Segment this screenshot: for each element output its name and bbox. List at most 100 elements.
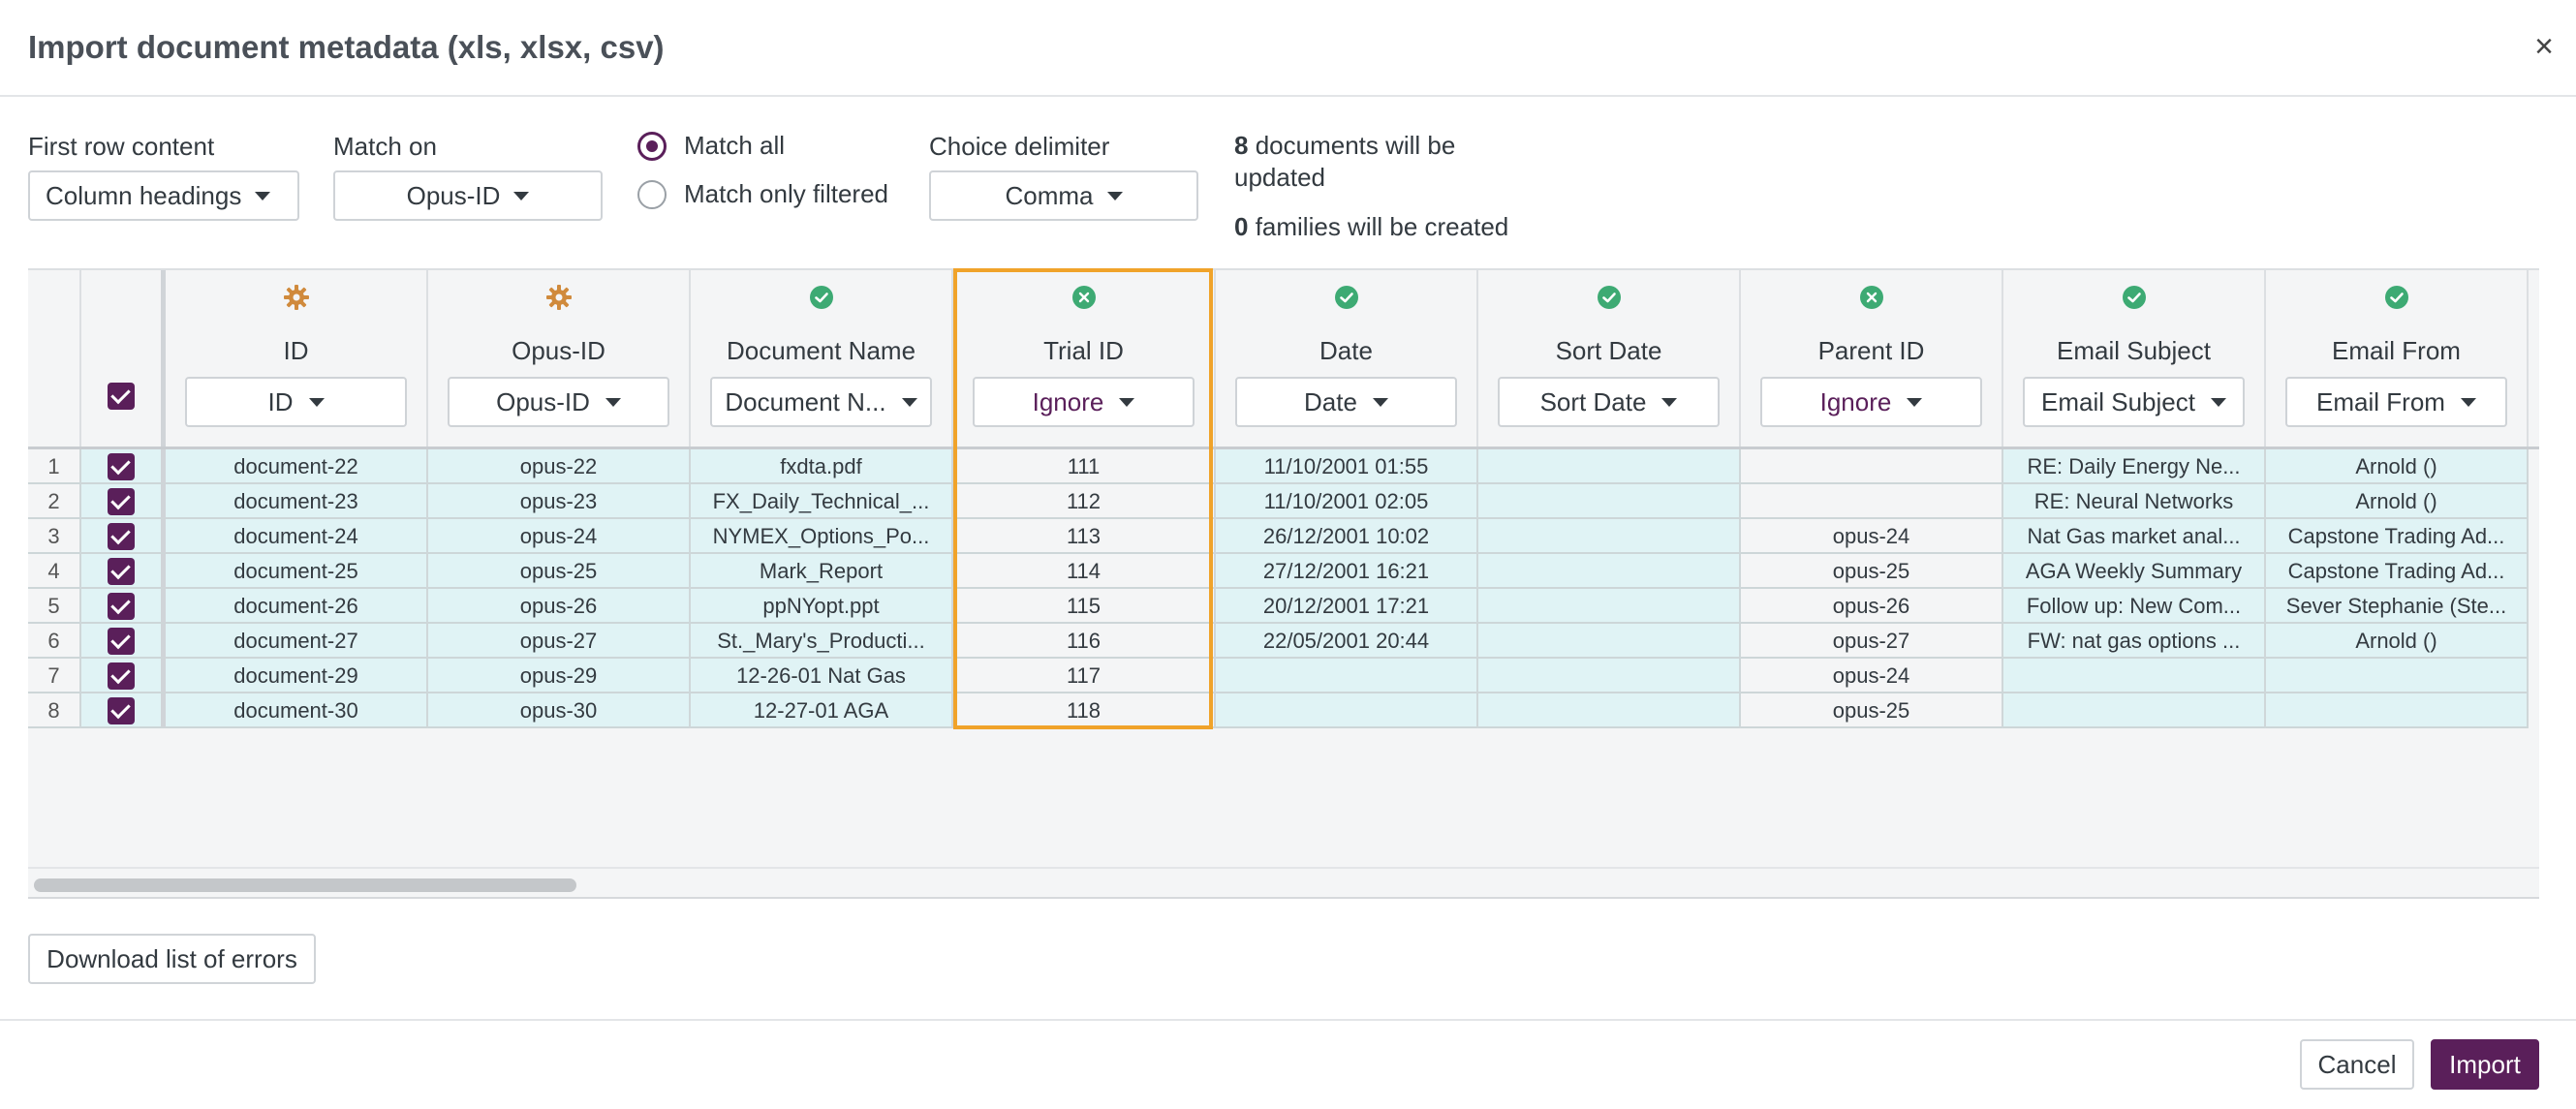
column-mapping-dropdown[interactable]: ID [185, 377, 407, 427]
column-header: Trial ID Ignore [953, 270, 1216, 447]
column-header: Date Date [1216, 270, 1478, 447]
match-all-radio[interactable]: Match all [637, 131, 785, 161]
table-cell: document-25 [166, 554, 428, 589]
row-number: 8 [28, 693, 81, 728]
radio-selected-icon [637, 131, 667, 161]
check-circle-icon [1333, 284, 1360, 311]
column-header-label: ID [283, 336, 309, 365]
documents-text-2: updated [1234, 163, 1325, 192]
table-cell: Follow up: New Com... [2003, 589, 2266, 624]
x-circle-icon [1858, 284, 1885, 311]
table-cell: RE: Neural Networks [2003, 484, 2266, 519]
table-cell: NYMEX_Options_Po... [691, 519, 953, 554]
table-cell: 12-27-01 AGA [691, 693, 953, 728]
column-header: Opus-ID Opus-ID [428, 270, 691, 447]
delimiter-dropdown[interactable]: Comma [929, 170, 1198, 221]
row-select-cell [81, 693, 166, 728]
families-text: families will be created [1248, 212, 1509, 241]
table-cell: 117 [953, 659, 1216, 693]
table-cell [1478, 554, 1741, 589]
column-mapping-dropdown[interactable]: Date [1235, 377, 1457, 427]
chevron-down-icon [2460, 397, 2476, 407]
check-circle-icon [2383, 284, 2410, 311]
table-cell: 20/12/2001 17:21 [1216, 589, 1478, 624]
table-cell: Arnold () [2266, 449, 2529, 484]
column-mapping-dropdown[interactable]: Sort Date [1498, 377, 1720, 427]
first-row-dropdown[interactable]: Column headings [28, 170, 299, 221]
column-header-label: Email From [2332, 336, 2461, 365]
table-cell: opus-25 [1741, 693, 2003, 728]
table-cell: 22/05/2001 20:44 [1216, 624, 1478, 659]
table-cell: 116 [953, 624, 1216, 659]
table-cell: FX_Daily_Technical_... [691, 484, 953, 519]
table-cell: St._Mary's_Producti... [691, 624, 953, 659]
column-mapping-dropdown[interactable]: Email From [2285, 377, 2507, 427]
metadata-grid: ID ID Opus-ID Opus-ID Document Name Document … [28, 268, 2539, 898]
column-mapping-dropdown[interactable]: Ignore [1760, 377, 1982, 427]
column-mapping-dropdown[interactable]: Document N... [710, 377, 932, 427]
table-cell: RE: Daily Energy Ne... [2003, 449, 2266, 484]
row-number: 1 [28, 449, 81, 484]
table-cell [2266, 693, 2529, 728]
row-number: 3 [28, 519, 81, 554]
column-header-label: Trial ID [1043, 336, 1124, 365]
table-cell: Arnold () [2266, 624, 2529, 659]
table-cell [1478, 519, 1741, 554]
check-circle-icon [808, 284, 835, 311]
table-cell: Sever Stephanie (Ste... [2266, 589, 2529, 624]
close-button[interactable]: × [2534, 28, 2554, 65]
table-cell: 118 [953, 693, 1216, 728]
select-all-checkbox[interactable] [108, 383, 135, 410]
row-checkbox[interactable] [108, 488, 135, 515]
match-filtered-radio[interactable]: Match only filtered [637, 179, 888, 209]
table-cell: FW: nat gas options ... [2003, 624, 2266, 659]
row-checkbox[interactable] [108, 628, 135, 655]
row-checkbox[interactable] [108, 523, 135, 550]
gear-icon [283, 284, 310, 311]
column-header: Parent ID Ignore [1741, 270, 2003, 447]
table-cell: 113 [953, 519, 1216, 554]
match-on-dropdown[interactable]: Opus-ID [333, 170, 603, 221]
column-mapping-value: Ignore [1819, 386, 1892, 416]
table-cell: opus-26 [428, 589, 691, 624]
column-mapping-dropdown[interactable]: Opus-ID [448, 377, 669, 427]
column-mapping-dropdown[interactable]: Email Subject [2023, 377, 2245, 427]
import-button[interactable]: Import [2431, 1039, 2539, 1090]
table-cell: document-22 [166, 449, 428, 484]
chevron-down-icon [1907, 397, 1923, 407]
column-header: Sort Date Sort Date [1478, 270, 1741, 447]
scrollbar-thumb[interactable] [34, 878, 576, 892]
download-errors-button[interactable]: Download list of errors [28, 934, 316, 984]
delimiter-label: Choice delimiter [929, 132, 1110, 161]
row-checkbox[interactable] [108, 558, 135, 585]
x-circle-icon [1071, 284, 1098, 311]
row-select-cell [81, 449, 166, 484]
table-row: 8 document-30 opus-30 12-27-01 AGA 118 opus-2… [28, 693, 2539, 728]
documents-text: documents will be [1248, 131, 1456, 160]
table-cell [2003, 693, 2266, 728]
gear-icon [545, 284, 573, 311]
chevron-down-icon [605, 397, 621, 407]
chevron-down-icon [1106, 191, 1123, 200]
column-header-label: Email Subject [2057, 336, 2211, 365]
table-cell: ppNYopt.ppt [691, 589, 953, 624]
row-checkbox[interactable] [108, 593, 135, 620]
table-cell: opus-23 [428, 484, 691, 519]
table-cell: 12-26-01 Nat Gas [691, 659, 953, 693]
row-checkbox[interactable] [108, 697, 135, 724]
row-checkbox[interactable] [108, 662, 135, 690]
table-cell [1741, 449, 2003, 484]
table-cell: opus-25 [1741, 554, 2003, 589]
column-mapping-dropdown[interactable]: Ignore [973, 377, 1195, 427]
horizontal-scrollbar[interactable] [28, 867, 2539, 898]
row-checkbox[interactable] [108, 453, 135, 480]
table-cell: opus-25 [428, 554, 691, 589]
table-cell: document-26 [166, 589, 428, 624]
table-cell: 26/12/2001 10:02 [1216, 519, 1478, 554]
documents-count: 8 [1234, 131, 1249, 160]
radio-unselected-icon [637, 179, 667, 209]
table-cell: 11/10/2001 01:55 [1216, 449, 1478, 484]
column-header: ID ID [166, 270, 428, 447]
cancel-button[interactable]: Cancel [2300, 1039, 2414, 1090]
table-cell [1478, 484, 1741, 519]
